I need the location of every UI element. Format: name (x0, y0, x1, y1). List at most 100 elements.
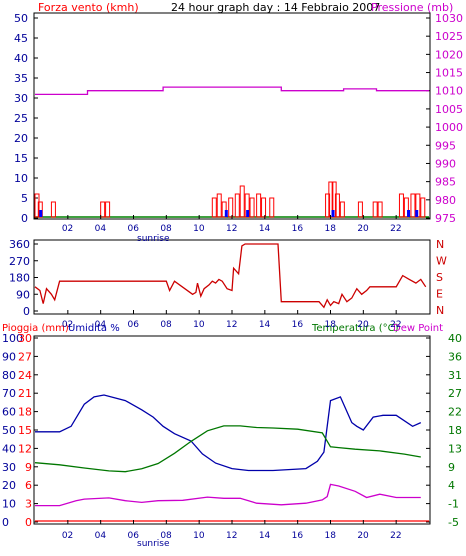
x-tick-label: 04 (95, 224, 107, 234)
sunrise-label-top: sunrise (137, 234, 170, 244)
x-tick-label: 16 (292, 531, 304, 541)
temperature-axis-label: -5 (448, 516, 459, 529)
pressure-axis-label: 1025 (435, 30, 463, 43)
humidity-line (35, 394, 422, 472)
pressure-axis-label: 1010 (435, 85, 463, 98)
humidity-axis-label: 70 (2, 387, 16, 400)
graph-title: 24 hour graph day : 14 Febbraio 2007 (171, 1, 380, 14)
x-tick-label: 14 (259, 531, 271, 541)
compass-label: N (436, 238, 444, 251)
direction-axis-label: 270 (9, 255, 30, 268)
x-tick-label: 22 (390, 320, 401, 330)
x-tick-label: 16 (292, 224, 304, 234)
temperature-axis-label: 36 (448, 350, 462, 363)
pressure-axis-label: 1015 (435, 67, 463, 80)
wind-average-bar (415, 210, 419, 217)
x-tick-label: 12 (226, 531, 237, 541)
rain-axis-label: 9 (25, 461, 32, 474)
pressure-axis-label: 980 (435, 194, 456, 207)
wind-axis-label: 45 (14, 32, 28, 45)
wind-average-bar (246, 210, 250, 217)
x-tick-label: 06 (128, 531, 140, 541)
temperature-axis-label: 22 (448, 406, 462, 419)
rain-axis-label: 15 (18, 424, 32, 437)
x-tick-label: 06 (128, 320, 140, 330)
x-tick-label: 22 (390, 224, 401, 234)
sunrise-label-bottom: sunrise (137, 539, 170, 549)
wind-axis-label: 30 (14, 92, 28, 105)
wind-gust-bar (239, 185, 245, 218)
x-tick-label: 02 (62, 224, 73, 234)
wind-gust-bar (234, 193, 240, 218)
compass-label: E (436, 288, 443, 301)
x-tick-label: 18 (325, 320, 337, 330)
rain-axis-label: 27 (18, 350, 32, 363)
wind-average-bar (407, 210, 411, 217)
rain-axis-label: 3 (25, 498, 32, 511)
humidity-axis-label: 60 (2, 406, 16, 419)
wind-gust-bar (261, 197, 267, 218)
x-tick-label: 20 (357, 224, 369, 234)
x-tick-label: 18 (325, 531, 337, 541)
wind-axis-label: 25 (14, 112, 28, 125)
wind-gust-bar (50, 201, 56, 218)
rain-axis-label: 6 (25, 479, 32, 492)
temperature-axis-label: 18 (448, 424, 462, 437)
rain-axis-label: 18 (18, 406, 32, 419)
temperature-axis-label: 40 (448, 332, 462, 345)
humidity-axis-label: 80 (2, 369, 16, 382)
temperature-line (34, 425, 421, 473)
humidity-title: Umidita % (68, 323, 120, 334)
x-tick-label: 10 (193, 320, 205, 330)
wind-gust-bar (403, 197, 409, 218)
humidity-axis-label: 100 (2, 332, 23, 345)
x-tick-label: 08 (160, 320, 172, 330)
x-tick-label: 22 (390, 531, 401, 541)
x-tick-label: 02 (62, 531, 73, 541)
wind-gust-bar (339, 201, 345, 218)
wind-axis-label: 50 (14, 12, 28, 25)
pressure-axis-label: 1000 (435, 121, 463, 134)
dewpoint-title: Dew Point (393, 323, 443, 334)
x-tick-label: 10 (193, 224, 205, 234)
rain-title: Pioggia (mm) (2, 323, 69, 334)
pressure-axis-label: 990 (435, 157, 456, 170)
wind-pressure-panel (33, 12, 431, 220)
wind-direction-panel (33, 239, 431, 315)
x-tick-label: 06 (128, 224, 140, 234)
dewpoint-line (35, 483, 421, 507)
wind-gust-bar (100, 201, 106, 218)
rain-axis-label: 21 (18, 387, 32, 400)
wind-average-bar (331, 210, 335, 217)
temperature-title: Temperatura (°C) (311, 323, 399, 334)
wind-axis-label: 0 (21, 212, 28, 225)
temperature-axis-label: 27 (448, 387, 462, 400)
wind-axis-label: 35 (14, 72, 28, 85)
wind-gust-bar (325, 193, 331, 218)
compass-label: S (436, 271, 443, 284)
pressure-axis-label: 1005 (435, 103, 463, 116)
wind-gust-bar (420, 197, 426, 218)
rain-axis-label: 12 (18, 442, 32, 455)
wind-gust-bar (216, 193, 222, 218)
wind-gust-bar (377, 201, 383, 218)
x-tick-label: 14 (259, 320, 271, 330)
x-tick-label: 02 (62, 320, 73, 330)
temperature-axis-label: 31 (448, 369, 462, 382)
pressure-axis-label: 1020 (435, 48, 463, 61)
direction-axis-label: 360 (9, 238, 30, 251)
x-tick-label: 12 (226, 224, 237, 234)
wind-axis-label: 15 (14, 152, 28, 165)
wind-gust-bar (256, 193, 262, 218)
temperature-axis-label: -1 (448, 498, 459, 511)
pressure-line (35, 86, 429, 96)
x-tick-label: 04 (95, 320, 107, 330)
pressure-axis-label: 985 (435, 176, 456, 189)
wind-gust-bar (211, 197, 217, 218)
compass-label: N (436, 304, 444, 317)
x-tick-label: 16 (292, 320, 304, 330)
pressure-axis-label: 975 (435, 212, 456, 225)
pressure-axis-label: 995 (435, 139, 456, 152)
wind-gust-bar (34, 193, 40, 218)
compass-label: W (436, 255, 447, 268)
